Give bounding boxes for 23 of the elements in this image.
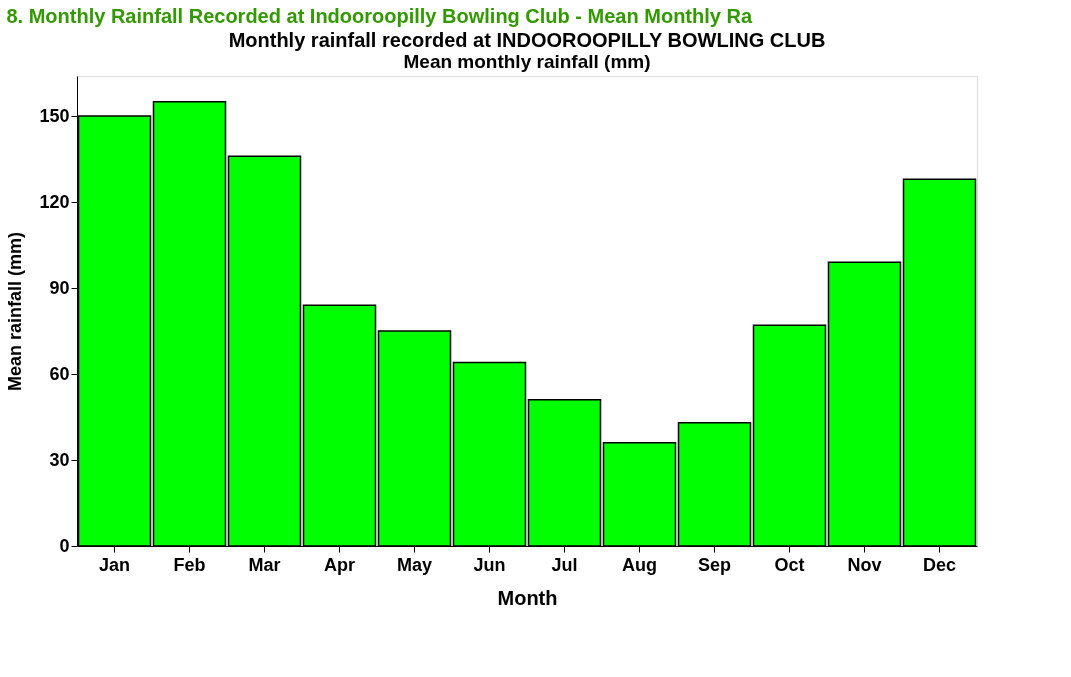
x-tick-label: Sep <box>697 554 732 575</box>
text: 8. Monthly Rainfall Recorded at Indooroopilly Bowling Club - Mean Monthly Ra <box>6 4 753 27</box>
chart-subtitle: Mean monthly rainfall (mm) <box>403 51 651 72</box>
y-tick-label: 150 <box>39 105 70 126</box>
x-axis-title: Month <box>497 586 558 609</box>
y-tick-label: 120 <box>39 191 70 212</box>
x-tick-label: Dec <box>922 554 957 575</box>
x-tick-label: Oct <box>774 554 805 575</box>
y-tick-label: 0 <box>59 535 70 556</box>
x-tick-label: Aug <box>622 554 657 575</box>
y-tick-label: 30 <box>49 449 70 470</box>
x-tick-label: Apr <box>324 554 355 575</box>
chart-title: Monthly rainfall recorded at INDOOROOPILLY BOWLING CLUB <box>228 29 826 51</box>
x-tick-label: May <box>396 554 433 575</box>
y-axis-title: Mean rainfall (mm) <box>5 231 26 392</box>
x-tick-label: Feb <box>173 554 206 575</box>
x-tick-label: Mar <box>248 554 281 575</box>
x-tick-label: Nov <box>847 554 882 575</box>
y-tick-label: 60 <box>49 363 70 384</box>
y-tick-label: 90 <box>49 277 70 298</box>
x-tick-label: Jul <box>551 554 578 575</box>
x-tick-label: Jan <box>98 554 131 575</box>
x-tick-label: Jun <box>473 554 506 575</box>
